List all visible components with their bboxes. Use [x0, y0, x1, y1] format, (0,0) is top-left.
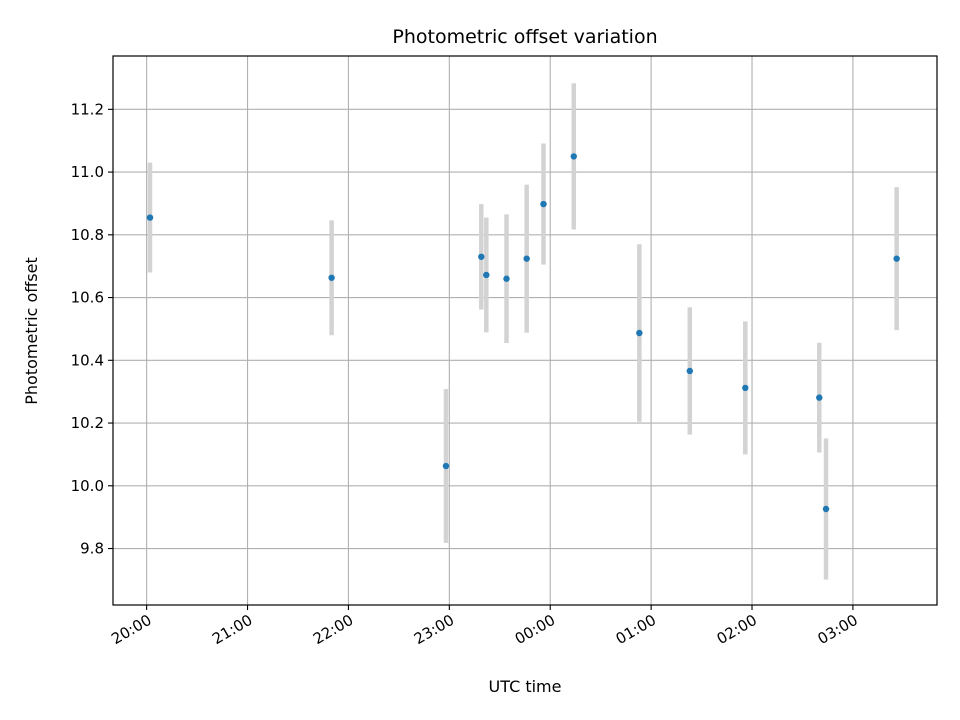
- data-point: [570, 153, 577, 160]
- y-tick-label: 10.8: [71, 226, 104, 244]
- plot-area-frame: [112, 55, 938, 606]
- y-tick-label: 11.2: [71, 100, 104, 118]
- data-point: [483, 271, 490, 279]
- y-tick-label: 9.8: [80, 540, 104, 558]
- data-point: [328, 274, 335, 281]
- data-point: [146, 214, 154, 221]
- data-point: [893, 255, 900, 262]
- data-point: [742, 384, 749, 392]
- y-axis-label: Photometric offset: [22, 257, 41, 405]
- data-point: [478, 253, 485, 260]
- data-point: [442, 462, 450, 470]
- data-point: [686, 367, 693, 375]
- data-point: [503, 275, 510, 282]
- y-tick-label: 10.2: [71, 414, 104, 432]
- data-points: [146, 153, 900, 513]
- y-tick-label: 10.0: [71, 477, 104, 495]
- y-tick-label: 10.4: [71, 351, 104, 369]
- y-tick-label: 10.6: [71, 289, 104, 307]
- chart-title: Photometric offset variation: [392, 26, 657, 48]
- data-point: [816, 394, 823, 401]
- data-point: [523, 255, 530, 262]
- data-point: [636, 329, 643, 337]
- x-axis-label: UTC time: [489, 677, 562, 696]
- data-point: [822, 505, 830, 513]
- data-point: [540, 200, 547, 208]
- y-tick-label: 11.0: [71, 163, 104, 181]
